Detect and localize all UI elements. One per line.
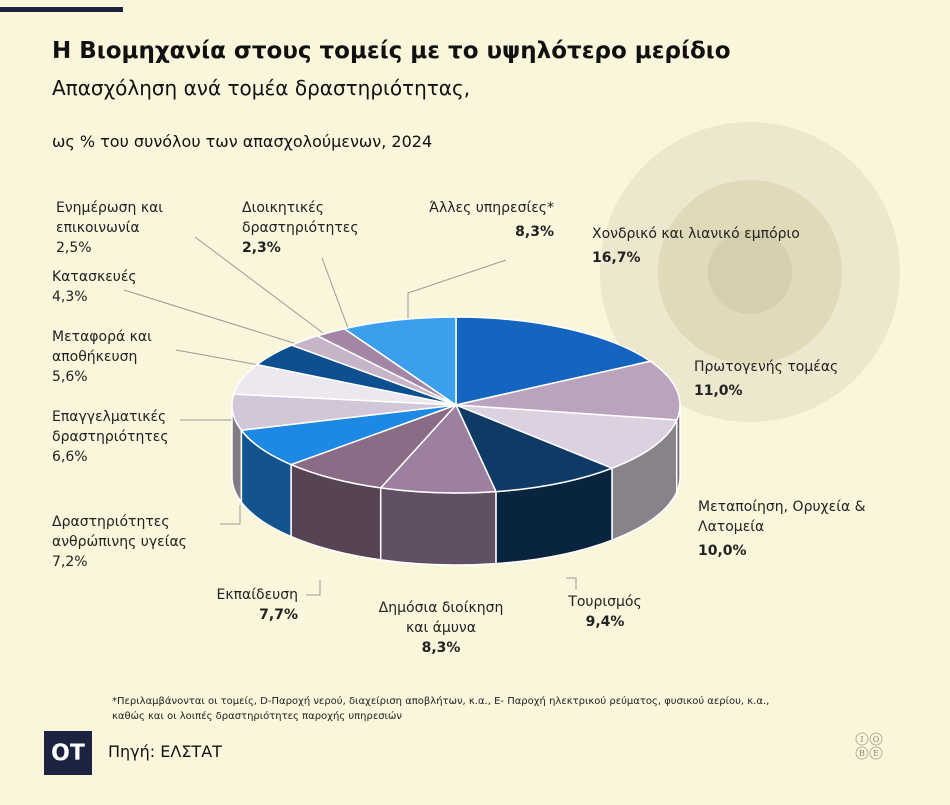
- chart-subtitle: Απασχόληση ανά τομέα δραστηριότητας,: [52, 76, 471, 100]
- pie-slice-Πρωτογενής τομέας: [455, 360, 681, 421]
- label-construction: Κατασκευές 4,3%: [52, 267, 137, 307]
- leader-line-tourism: [566, 577, 577, 590]
- pie-slice-Χονδρικό και λιανικό εμπόριο: [455, 316, 653, 406]
- leader-line-other: [407, 259, 507, 320]
- chart-subtitle-units: ως % του συνόλου των απασχολούμενων, 202…: [52, 132, 433, 151]
- label-construction-name: Κατασκευές: [52, 269, 137, 285]
- label-admin: Διοικητικές δραστηριότητες 2,3%: [242, 198, 359, 258]
- label-professional-pct: 6,6%: [52, 449, 88, 465]
- label-education: Εκπαίδευση 7,7%: [190, 585, 298, 625]
- label-public-pct: 8,3%: [421, 640, 461, 656]
- leader-line-construction: [123, 289, 301, 346]
- label-transport: Μεταφορά και αποθήκευση 5,6%: [52, 327, 152, 387]
- label-education-pct: 7,7%: [259, 607, 298, 623]
- label-professional-line1: Επαγγελματικές: [52, 409, 167, 425]
- pie-slice-Δραστηριότητες ανθρώπινης υγείας: [240, 404, 457, 466]
- pie-slice-Τουρισμός: [454, 403, 615, 493]
- label-professional: Επαγγελματικές δραστηριότητες 6,6%: [52, 407, 169, 467]
- svg-text:Β: Β: [859, 749, 865, 758]
- label-construction-pct: 4,3%: [52, 289, 88, 305]
- label-primary: Πρωτογενής τομέας 11,0%: [694, 357, 838, 401]
- label-admin-line1: Διοικητικές: [242, 200, 324, 216]
- label-primary-name: Πρωτογενής τομέας: [694, 359, 839, 375]
- label-manufacturing: Μεταποίηση, Ορυχεία & Λατομεία 10,0%: [698, 497, 866, 561]
- label-admin-line2: δραστηριότητες: [242, 220, 359, 236]
- pie-side-Δημόσια διοίκηση και άμυνα: [379, 487, 497, 566]
- label-public-line2: και άμυνα: [406, 620, 476, 636]
- ot-logo: ΟΤ: [44, 731, 92, 775]
- label-trade-pct: 16,7%: [592, 250, 641, 266]
- label-manufacturing-line1: Μεταποίηση, Ορυχεία &: [698, 499, 866, 515]
- pie-slice-Δημόσια διοίκηση και άμυνα: [379, 403, 498, 494]
- chart-title: Η Βιομηχανία στους τομείς με το υψηλότερ…: [52, 38, 731, 64]
- label-other: Άλλες υπηρεσίες* 8,3%: [384, 198, 554, 242]
- label-trade: Χονδρικό και λιανικό εμπόριο 16,7%: [592, 224, 800, 268]
- pie-slice-Άλλες υπηρεσίες*: [342, 316, 457, 407]
- label-other-pct: 8,3%: [515, 224, 554, 240]
- label-tourism: Τουρισμός 9,4%: [550, 592, 660, 632]
- label-public: Δημόσια διοίκηση και άμυνα 8,3%: [366, 598, 516, 658]
- pie-top: [231, 316, 681, 494]
- top-accent-bar: [0, 7, 123, 12]
- label-info-line1: Ενημέρωση και: [56, 200, 164, 216]
- svg-text:Ε: Ε: [873, 749, 879, 758]
- pie-slice-Εκπαίδευση: [289, 404, 457, 489]
- leader-line-health: [220, 505, 241, 525]
- decorative-circles: [600, 122, 900, 422]
- leader-line-info: [194, 236, 324, 334]
- label-transport-line1: Μεταφορά και: [52, 329, 152, 345]
- leader-line-transport: [175, 349, 271, 368]
- label-info-line2: επικοινωνία: [56, 220, 140, 236]
- label-tourism-pct: 9,4%: [585, 614, 625, 630]
- source-text: Πηγή: ΕΛΣΤΑΤ: [108, 742, 222, 761]
- label-transport-pct: 5,6%: [52, 369, 88, 385]
- label-health-line1: Δραστηριότητες: [52, 514, 170, 530]
- footnote-line2: καθώς και οι λοιπές δραστηριότητες παροχ…: [112, 711, 402, 722]
- label-trade-name: Χονδρικό και λιανικό εμπόριο: [592, 226, 800, 242]
- label-other-name: Άλλες υπηρεσίες*: [429, 200, 554, 216]
- svg-text:Ι: Ι: [860, 735, 863, 744]
- label-public-line1: Δημόσια διοίκηση: [378, 600, 504, 616]
- leader-line-education: [306, 580, 321, 596]
- label-manufacturing-pct: 10,0%: [698, 543, 747, 559]
- footnote-line1: *Περιλαμβάνονται οι τομείς, D-Παροχή νερ…: [112, 696, 770, 707]
- iobe-logo: Ι Ο Β Ε: [855, 732, 883, 760]
- label-primary-pct: 11,0%: [694, 383, 743, 399]
- label-professional-line2: δραστηριότητες: [52, 429, 169, 445]
- footnote: *Περιλαμβάνονται οι τομείς, D-Παροχή νερ…: [112, 694, 769, 724]
- pie-sides: [231, 404, 681, 566]
- label-manufacturing-line2: Λατομεία: [698, 519, 765, 535]
- leader-lines: [123, 236, 577, 596]
- svg-text:Ο: Ο: [873, 735, 880, 744]
- label-health-line2: ανθρώπινης υγείας: [52, 534, 187, 550]
- label-tourism-name: Τουρισμός: [568, 594, 642, 610]
- leader-line-admin: [321, 257, 349, 329]
- label-info-pct: 2,5%: [56, 240, 92, 256]
- label-education-name: Εκπαίδευση: [216, 587, 298, 603]
- label-info: Ενημέρωση και επικοινωνία 2,5%: [56, 198, 163, 258]
- label-transport-line2: αποθήκευση: [52, 349, 138, 365]
- label-admin-pct: 2,3%: [242, 240, 281, 256]
- pie-slice-Μεταποίηση, Ορυχεία & Λατομεία: [455, 404, 678, 469]
- label-health: Δραστηριότητες ανθρώπινης υγείας 7,2%: [52, 512, 187, 572]
- label-health-pct: 7,2%: [52, 554, 88, 570]
